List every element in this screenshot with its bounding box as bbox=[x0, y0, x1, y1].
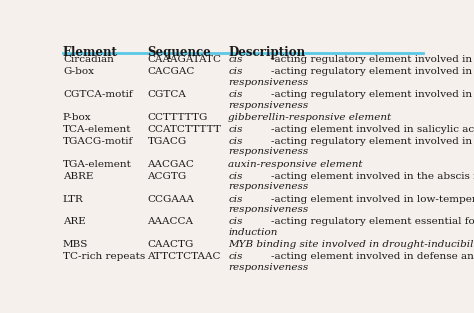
Text: -acting regulatory element involved in circadian control: -acting regulatory element involved in c… bbox=[271, 55, 474, 64]
Text: CGTCA-motif: CGTCA-motif bbox=[63, 90, 133, 99]
Text: -acting element involved in the abscis ic acid: -acting element involved in the abscis i… bbox=[271, 172, 474, 181]
Text: MYB binding site involved in drought-inducibility: MYB binding site involved in drought-ind… bbox=[228, 240, 474, 249]
Text: AACGAC: AACGAC bbox=[147, 160, 194, 169]
Text: Element: Element bbox=[63, 46, 118, 59]
Text: -acting element involved in defense and stress: -acting element involved in defense and … bbox=[271, 252, 474, 261]
Text: -acting regulatory element involved in the MeJA-: -acting regulatory element involved in t… bbox=[271, 137, 474, 146]
Text: TGACG: TGACG bbox=[147, 137, 187, 146]
Text: cis: cis bbox=[228, 195, 243, 203]
Text: LTR: LTR bbox=[63, 195, 84, 203]
Text: TGACG-motif: TGACG-motif bbox=[63, 137, 133, 146]
Text: responsiveness: responsiveness bbox=[228, 182, 309, 191]
Text: cis: cis bbox=[228, 67, 243, 76]
Text: cis: cis bbox=[228, 218, 243, 227]
Text: responsiveness: responsiveness bbox=[228, 263, 309, 272]
Text: induction: induction bbox=[228, 228, 278, 237]
Text: -acting regulatory element essential for the anaerobic: -acting regulatory element essential for… bbox=[271, 218, 474, 227]
Text: responsiveness: responsiveness bbox=[228, 78, 309, 87]
Text: TC-rich repeats: TC-rich repeats bbox=[63, 252, 145, 261]
Text: -acting element involved in low-temperature: -acting element involved in low-temperat… bbox=[271, 195, 474, 203]
Text: ABRE: ABRE bbox=[63, 172, 93, 181]
Text: CCGAAA: CCGAAA bbox=[147, 195, 194, 203]
Text: responsiveness: responsiveness bbox=[228, 100, 309, 110]
Text: ATTCTCTAAC: ATTCTCTAAC bbox=[147, 252, 221, 261]
Text: TGA-element: TGA-element bbox=[63, 160, 132, 169]
Text: CAACTG: CAACTG bbox=[147, 240, 194, 249]
Text: gibberellin-responsive element: gibberellin-responsive element bbox=[228, 113, 392, 122]
Text: responsiveness: responsiveness bbox=[228, 205, 309, 214]
Text: CAAAGATATC: CAAAGATATC bbox=[147, 55, 221, 64]
Text: cis: cis bbox=[228, 172, 243, 181]
Text: Circadian: Circadian bbox=[63, 55, 114, 64]
Text: P-box: P-box bbox=[63, 113, 91, 122]
Text: CGTCA: CGTCA bbox=[147, 90, 186, 99]
Text: -acting element involved in salicylic acid responsiveness: -acting element involved in salicylic ac… bbox=[271, 125, 474, 134]
Text: Sequence: Sequence bbox=[147, 46, 211, 59]
Text: cis: cis bbox=[228, 90, 243, 99]
Text: auxin-responsive element: auxin-responsive element bbox=[228, 160, 363, 169]
Text: CACGAC: CACGAC bbox=[147, 67, 195, 76]
Text: cis: cis bbox=[228, 55, 243, 64]
Text: -acting regulatory element involved in the MeJA-: -acting regulatory element involved in t… bbox=[271, 90, 474, 99]
Text: CCTTTTTG: CCTTTTTG bbox=[147, 113, 208, 122]
Text: CCATCTTTTT: CCATCTTTTT bbox=[147, 125, 221, 134]
Text: Description: Description bbox=[228, 46, 305, 59]
Text: AAACCA: AAACCA bbox=[147, 218, 193, 227]
Text: TCA-element: TCA-element bbox=[63, 125, 131, 134]
Text: MBS: MBS bbox=[63, 240, 88, 249]
Text: responsiveness: responsiveness bbox=[228, 147, 309, 156]
Text: ACGTG: ACGTG bbox=[147, 172, 187, 181]
Text: -acting regulatory element involved in light: -acting regulatory element involved in l… bbox=[271, 67, 474, 76]
Text: ARE: ARE bbox=[63, 218, 86, 227]
Text: cis: cis bbox=[228, 125, 243, 134]
Text: G-box: G-box bbox=[63, 67, 94, 76]
Text: cis: cis bbox=[228, 137, 243, 146]
Text: cis: cis bbox=[228, 252, 243, 261]
